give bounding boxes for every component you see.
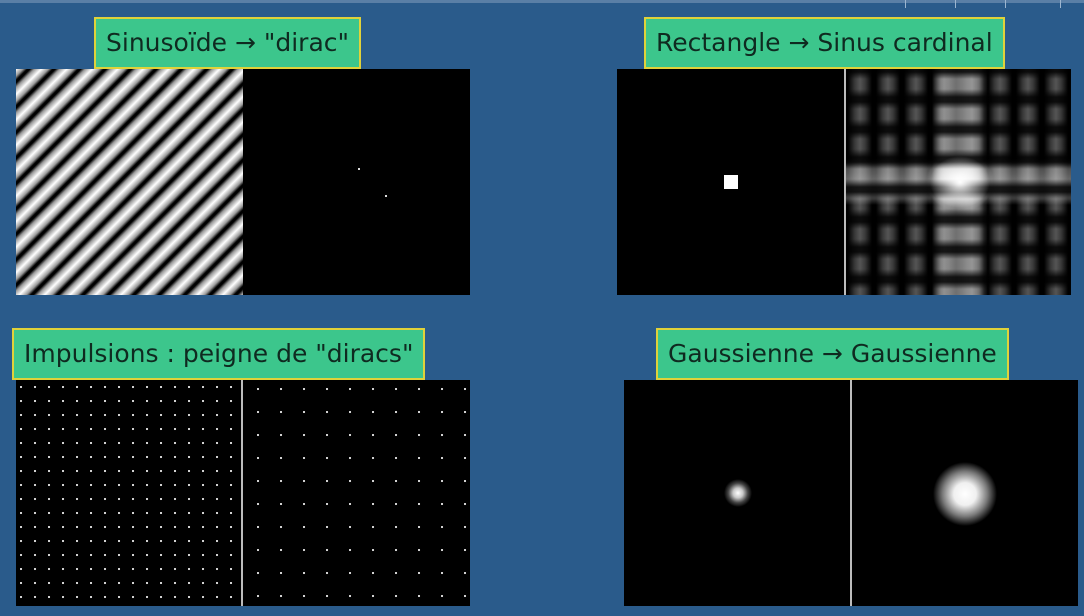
gauss-panel [624,380,1078,606]
rect-divider [844,69,846,295]
gaussian-image [624,380,850,606]
impulse-divider [241,380,243,606]
top-tick-mark [1005,0,1006,8]
slide-top-border [0,0,1084,3]
rect-title: Rectangle → Sinus cardinal [644,17,1005,69]
gaussian-spectrum-image [852,380,1078,606]
impulse-comb-image [16,380,241,606]
top-tick-mark [955,0,956,8]
sinus-panel [16,69,470,295]
sinusoid-image [16,69,243,295]
impulse-panel [16,380,470,606]
gauss-title: Gaussienne → Gaussienne [656,328,1009,380]
sinus-title: Sinusoïde → "dirac" [94,17,362,69]
dirac-point [358,168,360,170]
dirac-spectrum-image [243,69,470,295]
gauss-divider [850,380,852,606]
dirac-point [385,195,387,197]
rectangle-image [617,69,844,295]
impulse-title: Impulsions : peigne de "diracs" [12,328,426,380]
comb-spectrum-image [243,380,470,606]
sinc-center-lobe [846,69,1071,295]
top-tick-mark [905,0,906,8]
rectangle-shape [724,175,738,189]
rect-panel [617,69,1071,295]
top-tick-mark [1060,0,1061,8]
